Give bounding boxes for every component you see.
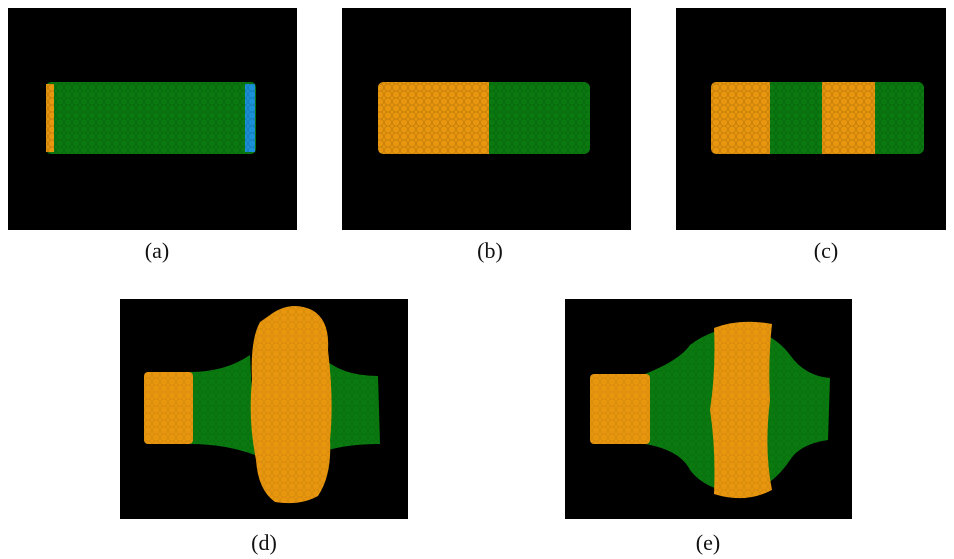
caption: (d) xyxy=(251,530,277,555)
panel-d xyxy=(120,299,408,519)
caption: (b) xyxy=(477,238,503,263)
panel-e xyxy=(565,299,852,519)
caption: (a) xyxy=(145,238,169,263)
panel-b xyxy=(342,8,631,230)
panel-a xyxy=(8,8,297,230)
panel-c xyxy=(676,8,946,230)
caption: (e) xyxy=(696,530,720,555)
page: {"panels": [{"caption": "(a)"}, {"captio… xyxy=(0,0,954,559)
figure: (a) (b) (c) (d) (e) xyxy=(0,0,954,559)
caption: (c) xyxy=(814,238,838,263)
